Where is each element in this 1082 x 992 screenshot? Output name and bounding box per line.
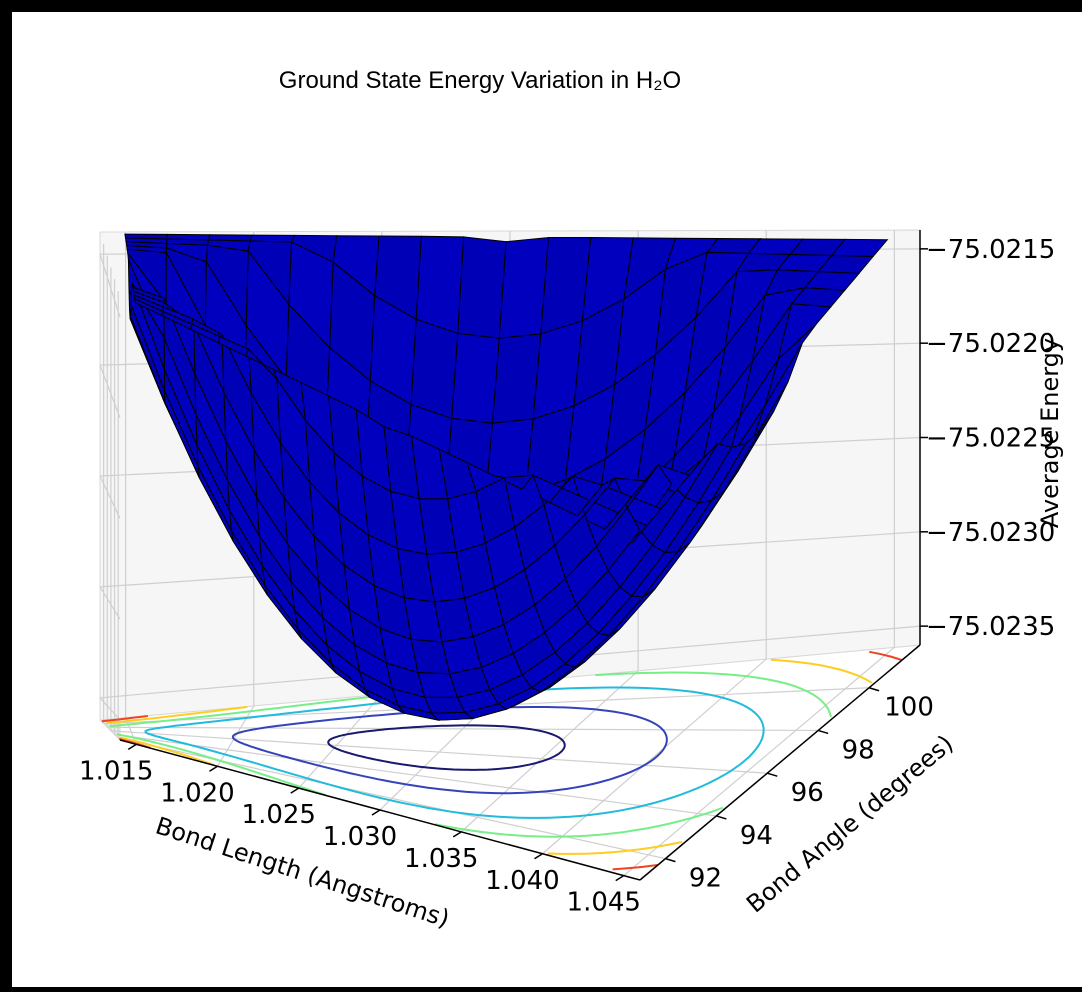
z-tick-label: −75.0235 bbox=[926, 612, 1055, 642]
surface-patch bbox=[134, 298, 164, 317]
x-tick-label: 1.040 bbox=[485, 866, 559, 896]
y-tick bbox=[767, 772, 778, 777]
chart-title: Ground State Energy Variation in H₂O bbox=[279, 67, 681, 94]
y-tick-label: 100 bbox=[884, 693, 934, 723]
y-axis-line bbox=[639, 644, 921, 881]
contour-line bbox=[869, 650, 903, 661]
contour-lines bbox=[101, 650, 903, 871]
y-tick bbox=[665, 857, 676, 863]
contour-line bbox=[595, 671, 832, 718]
x-tick bbox=[615, 874, 625, 882]
plot-canvas: Ground State Energy Variation in H₂O 1.0… bbox=[12, 12, 1082, 987]
left-grid-z bbox=[99, 475, 121, 519]
left-grid-z bbox=[99, 364, 121, 419]
contour-line bbox=[109, 689, 425, 728]
left-grid-z bbox=[99, 254, 121, 318]
left-grid-z bbox=[99, 586, 121, 620]
contour-line bbox=[612, 864, 658, 871]
surface-patch bbox=[415, 235, 465, 335]
y-tick-label: 98 bbox=[842, 735, 875, 765]
floor-grid-y bbox=[107, 726, 819, 732]
y-tick-label: 92 bbox=[689, 864, 722, 894]
surface-patch bbox=[451, 332, 500, 424]
floor-grid-x bbox=[623, 646, 895, 877]
floor-grid-x bbox=[542, 658, 767, 855]
floor-grid-x bbox=[460, 670, 639, 833]
contour-line bbox=[119, 736, 215, 766]
x-tick-label: 1.015 bbox=[79, 756, 153, 786]
z-tick-label: −75.0215 bbox=[926, 235, 1055, 265]
x-tick bbox=[127, 743, 137, 751]
x-tick bbox=[290, 787, 300, 794]
surface-patch bbox=[457, 236, 507, 339]
x-tick-label: 1.035 bbox=[404, 844, 478, 874]
y-tick-label: 94 bbox=[740, 821, 773, 851]
contour-line bbox=[101, 715, 149, 723]
contour-line bbox=[547, 841, 683, 855]
floor-grid-y bbox=[110, 730, 768, 774]
surface-plot: Ground State Energy Variation in H₂O 1.0… bbox=[79, 67, 1064, 933]
x-tick-label: 1.030 bbox=[323, 822, 397, 852]
x-tick-label: 1.025 bbox=[242, 800, 316, 830]
contour-line bbox=[106, 705, 248, 724]
contour-line bbox=[770, 658, 873, 684]
contour-line bbox=[434, 806, 724, 838]
z-axis-label: Average Energy bbox=[1036, 338, 1064, 528]
y-tick bbox=[868, 687, 880, 692]
floor-grid-y bbox=[114, 733, 717, 817]
x-tick bbox=[209, 765, 218, 772]
floor-grid-x bbox=[216, 705, 255, 767]
x-tick bbox=[371, 809, 381, 816]
contour-line bbox=[231, 706, 668, 795]
x-tick bbox=[452, 831, 462, 838]
y-tick bbox=[716, 815, 727, 820]
x-tick bbox=[534, 853, 543, 860]
contour-line bbox=[327, 724, 566, 771]
y-tick bbox=[817, 729, 829, 735]
x-tick-label: 1.045 bbox=[567, 888, 641, 918]
x-tick-label: 1.020 bbox=[160, 778, 234, 808]
contour-line bbox=[116, 733, 327, 797]
z-tick-label: −75.0230 bbox=[926, 518, 1055, 548]
contour-line bbox=[144, 686, 765, 819]
energy-surface bbox=[124, 233, 889, 721]
left-grid-z bbox=[99, 697, 121, 721]
y-tick-label: 96 bbox=[791, 778, 824, 808]
z-tick-label: −75.0225 bbox=[926, 424, 1055, 454]
z-tick-label: −75.0220 bbox=[926, 329, 1055, 359]
floor-grid-x bbox=[298, 693, 383, 789]
surface-patch bbox=[410, 318, 459, 420]
surface-patch bbox=[498, 236, 550, 339]
